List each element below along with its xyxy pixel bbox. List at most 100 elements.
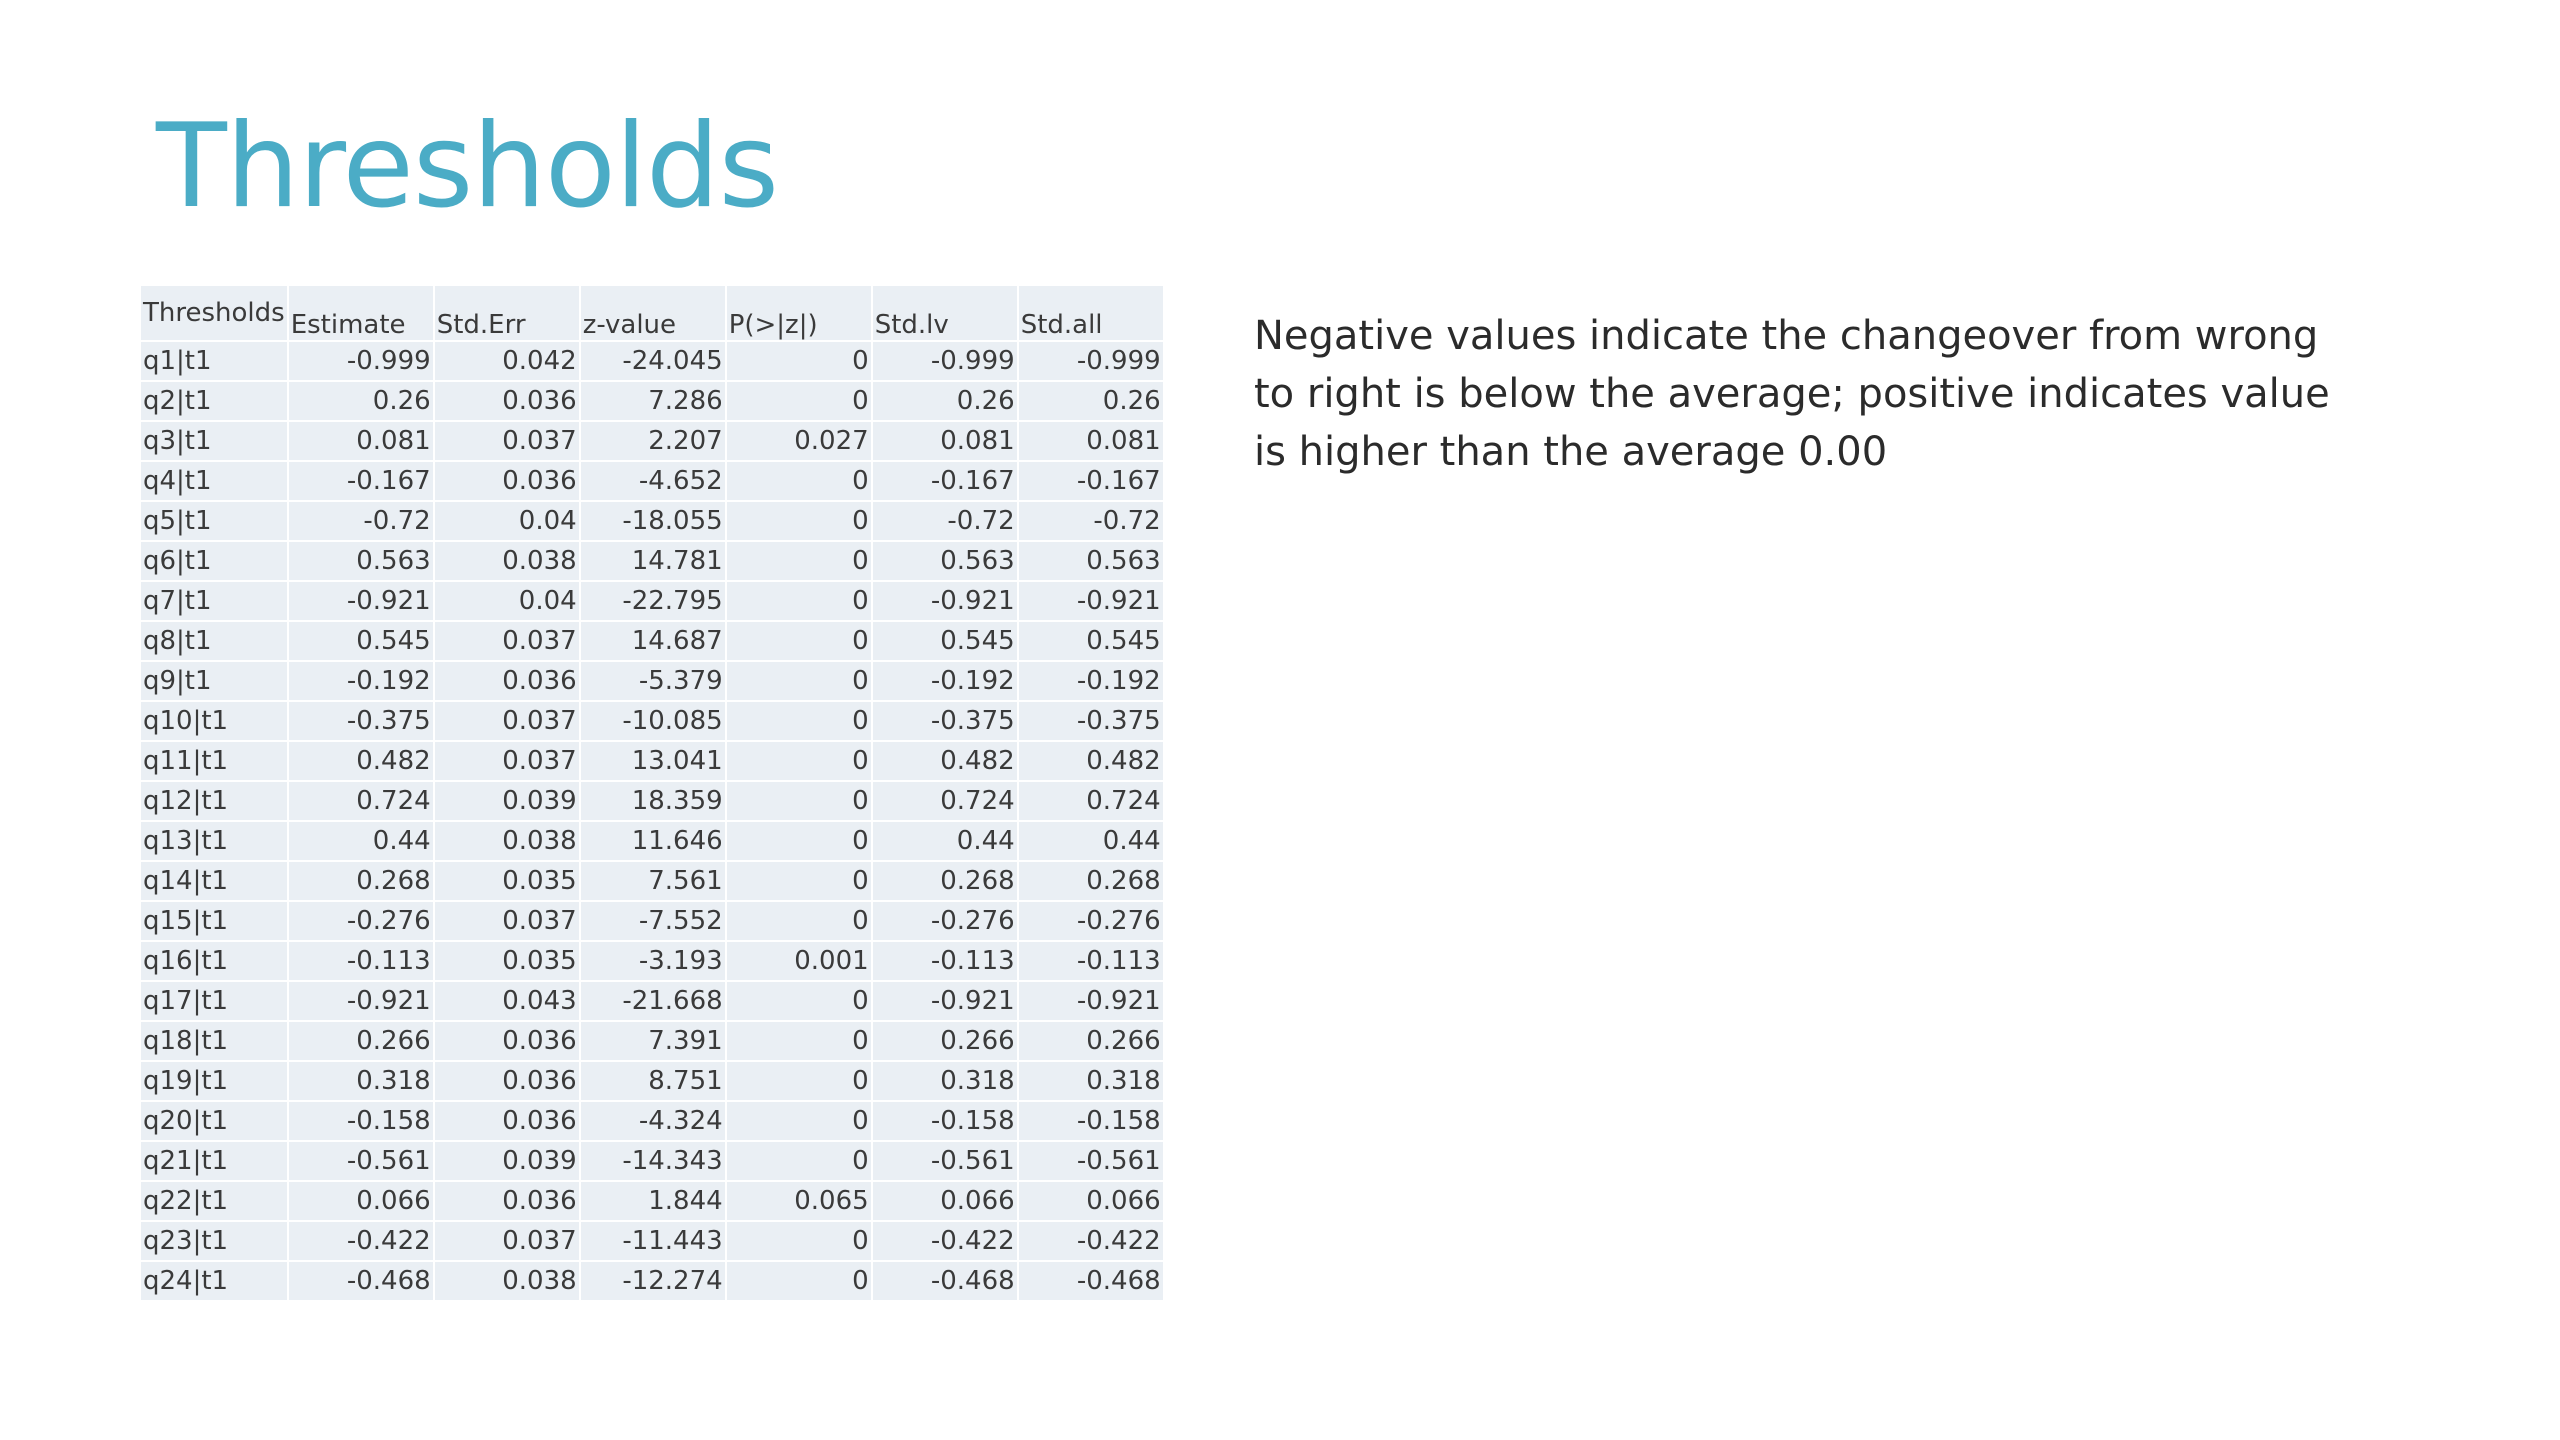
value-cell: -0.72 <box>1018 502 1163 540</box>
value-cell: -0.921 <box>288 982 433 1020</box>
row-label-cell: q22|t1 <box>141 1182 287 1220</box>
value-cell: 0.081 <box>288 422 433 460</box>
row-label-cell: q2|t1 <box>141 382 287 420</box>
value-cell: 0 <box>726 342 871 380</box>
value-cell: -0.561 <box>872 1142 1017 1180</box>
value-cell: -0.167 <box>872 462 1017 500</box>
table-row: q17|t1 -0.921 0.043 -21.668 0 -0.921 -0.921 <box>141 982 1163 1020</box>
table-row: q16|t1 -0.113 0.035 -3.193 0.001 -0.113 -0.113 <box>141 942 1163 980</box>
table-row: q20|t1 -0.158 0.036 -4.324 0 -0.158 -0.158 <box>141 1102 1163 1140</box>
value-cell: 0.038 <box>434 1262 579 1300</box>
table-row: q22|t1 0.066 0.036 1.844 0.065 0.066 0.066 <box>141 1182 1163 1220</box>
value-cell: -22.795 <box>580 582 725 620</box>
value-cell: 0.724 <box>288 782 433 820</box>
value-cell: -0.72 <box>872 502 1017 540</box>
value-cell: 1.844 <box>580 1182 725 1220</box>
slide-title: Thresholds <box>156 99 779 234</box>
value-cell: 0.037 <box>434 622 579 660</box>
value-cell: 0.036 <box>434 662 579 700</box>
value-cell: -0.468 <box>872 1262 1017 1300</box>
value-cell: 0.266 <box>1018 1022 1163 1060</box>
value-cell: 0.001 <box>726 942 871 980</box>
value-cell: 0.081 <box>872 422 1017 460</box>
value-cell: 0 <box>726 862 871 900</box>
row-label-cell: q6|t1 <box>141 542 287 580</box>
value-cell: 0.027 <box>726 422 871 460</box>
row-label-cell: q17|t1 <box>141 982 287 1020</box>
table-row: q7|t1 -0.921 0.04 -22.795 0 -0.921 -0.921 <box>141 582 1163 620</box>
value-cell: 14.687 <box>580 622 725 660</box>
table-row: q10|t1 -0.375 0.037 -10.085 0 -0.375 -0.375 <box>141 702 1163 740</box>
value-cell: 0 <box>726 902 871 940</box>
row-label-cell: q5|t1 <box>141 502 287 540</box>
value-cell: -0.921 <box>872 982 1017 1020</box>
table-row: q1|t1 -0.999 0.042 -24.045 0 -0.999 -0.999 <box>141 342 1163 380</box>
table-header-row: Thresholds Estimate Std.Err z-value P(>|z|) S… <box>141 286 1163 340</box>
value-cell: -0.422 <box>288 1222 433 1260</box>
value-cell: 0.44 <box>288 822 433 860</box>
value-cell: 0.724 <box>1018 782 1163 820</box>
value-cell: 0 <box>726 382 871 420</box>
value-cell: -0.158 <box>872 1102 1017 1140</box>
value-cell: -0.113 <box>288 942 433 980</box>
value-cell: -4.324 <box>580 1102 725 1140</box>
row-label-cell: q3|t1 <box>141 422 287 460</box>
value-cell: 0.318 <box>1018 1062 1163 1100</box>
value-cell: 0.44 <box>1018 822 1163 860</box>
table-row: q15|t1 -0.276 0.037 -7.552 0 -0.276 -0.276 <box>141 902 1163 940</box>
value-cell: 0 <box>726 1222 871 1260</box>
value-cell: 0.066 <box>1018 1182 1163 1220</box>
row-label-cell: q19|t1 <box>141 1062 287 1100</box>
value-cell: -4.652 <box>580 462 725 500</box>
column-header: Std.Err <box>434 286 579 340</box>
value-cell: -3.193 <box>580 942 725 980</box>
value-cell: 0.037 <box>434 1222 579 1260</box>
value-cell: 0.036 <box>434 382 579 420</box>
value-cell: -0.999 <box>1018 342 1163 380</box>
row-label-cell: q18|t1 <box>141 1022 287 1060</box>
value-cell: 0 <box>726 1102 871 1140</box>
value-cell: 0 <box>726 582 871 620</box>
value-cell: 2.207 <box>580 422 725 460</box>
thresholds-table: Thresholds Estimate Std.Err z-value P(>|z|) S… <box>139 284 1165 1302</box>
value-cell: 0.44 <box>872 822 1017 860</box>
value-cell: 0.037 <box>434 902 579 940</box>
value-cell: 0 <box>726 462 871 500</box>
value-cell: -11.443 <box>580 1222 725 1260</box>
table-row: q14|t1 0.268 0.035 7.561 0 0.268 0.268 <box>141 862 1163 900</box>
value-cell: 0.081 <box>1018 422 1163 460</box>
value-cell: -21.668 <box>580 982 725 1020</box>
row-label-cell: q14|t1 <box>141 862 287 900</box>
row-label-cell: q13|t1 <box>141 822 287 860</box>
column-header: Std.lv <box>872 286 1017 340</box>
row-label-cell: q4|t1 <box>141 462 287 500</box>
value-cell: -0.192 <box>872 662 1017 700</box>
table-row: q3|t1 0.081 0.037 2.207 0.027 0.081 0.081 <box>141 422 1163 460</box>
value-cell: -0.158 <box>288 1102 433 1140</box>
value-cell: 0.039 <box>434 1142 579 1180</box>
table-row: q5|t1 -0.72 0.04 -18.055 0 -0.72 -0.72 <box>141 502 1163 540</box>
value-cell: 0.26 <box>872 382 1017 420</box>
value-cell: 0.268 <box>872 862 1017 900</box>
value-cell: 0.563 <box>872 542 1017 580</box>
value-cell: 0.318 <box>288 1062 433 1100</box>
value-cell: 0.26 <box>1018 382 1163 420</box>
thresholds-table-container: Thresholds Estimate Std.Err z-value P(>|z|) S… <box>139 284 1165 1302</box>
value-cell: 0.26 <box>288 382 433 420</box>
value-cell: 14.781 <box>580 542 725 580</box>
value-cell: -0.422 <box>1018 1222 1163 1260</box>
row-label-cell: q16|t1 <box>141 942 287 980</box>
row-label-cell: q1|t1 <box>141 342 287 380</box>
value-cell: 7.286 <box>580 382 725 420</box>
row-label-cell: q8|t1 <box>141 622 287 660</box>
row-label-cell: q7|t1 <box>141 582 287 620</box>
value-cell: 0.268 <box>1018 862 1163 900</box>
value-cell: 8.751 <box>580 1062 725 1100</box>
value-cell: -18.055 <box>580 502 725 540</box>
value-cell: 0.318 <box>872 1062 1017 1100</box>
value-cell: -0.375 <box>1018 702 1163 740</box>
value-cell: -0.167 <box>1018 462 1163 500</box>
table-row: q9|t1 -0.192 0.036 -5.379 0 -0.192 -0.192 <box>141 662 1163 700</box>
value-cell: 0.066 <box>288 1182 433 1220</box>
value-cell: -0.113 <box>872 942 1017 980</box>
